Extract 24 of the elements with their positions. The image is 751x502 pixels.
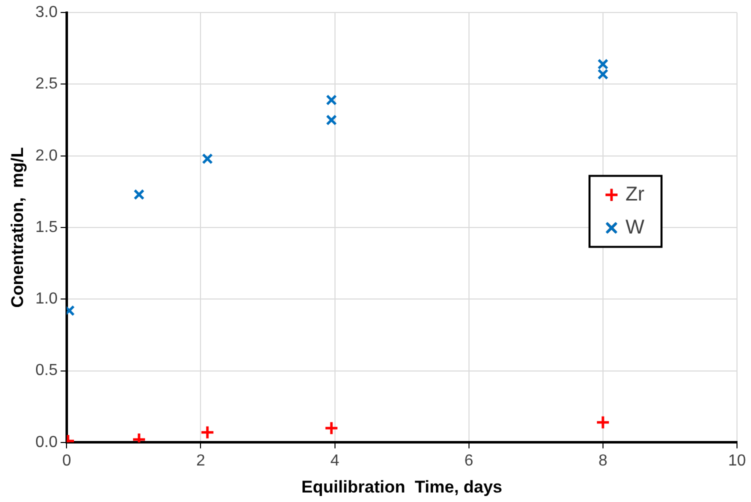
y-tick-label: 0.0 bbox=[35, 434, 58, 451]
x-axis-title: Equilibration Time, days bbox=[301, 477, 502, 496]
y-tick-label: 0.5 bbox=[35, 362, 58, 380]
y-axis-title: Conentration, mg/L bbox=[8, 147, 27, 308]
x-tick-label: 0 bbox=[62, 452, 72, 470]
x-tick-label: 4 bbox=[330, 452, 340, 470]
y-tick-label: 2.5 bbox=[35, 76, 58, 93]
point bbox=[324, 420, 339, 436]
y-tick-label: 1.5 bbox=[35, 218, 58, 236]
y-tick-label: 1.0 bbox=[35, 290, 58, 308]
point bbox=[134, 189, 145, 200]
x-tick-label: 6 bbox=[464, 452, 474, 470]
legend-label: Zr bbox=[626, 183, 645, 206]
legend-label: W bbox=[626, 216, 645, 238]
x-tick-label: 10 bbox=[728, 452, 746, 470]
x-tick-label: 2 bbox=[196, 452, 206, 470]
point bbox=[326, 114, 337, 126]
y-tick-label: 2.0 bbox=[35, 147, 58, 164]
y-tick-label: 3.0 bbox=[35, 4, 58, 22]
point bbox=[200, 425, 215, 440]
point bbox=[326, 94, 337, 106]
x-tick-label: 8 bbox=[598, 452, 608, 470]
point bbox=[596, 415, 610, 430]
point bbox=[202, 153, 213, 164]
